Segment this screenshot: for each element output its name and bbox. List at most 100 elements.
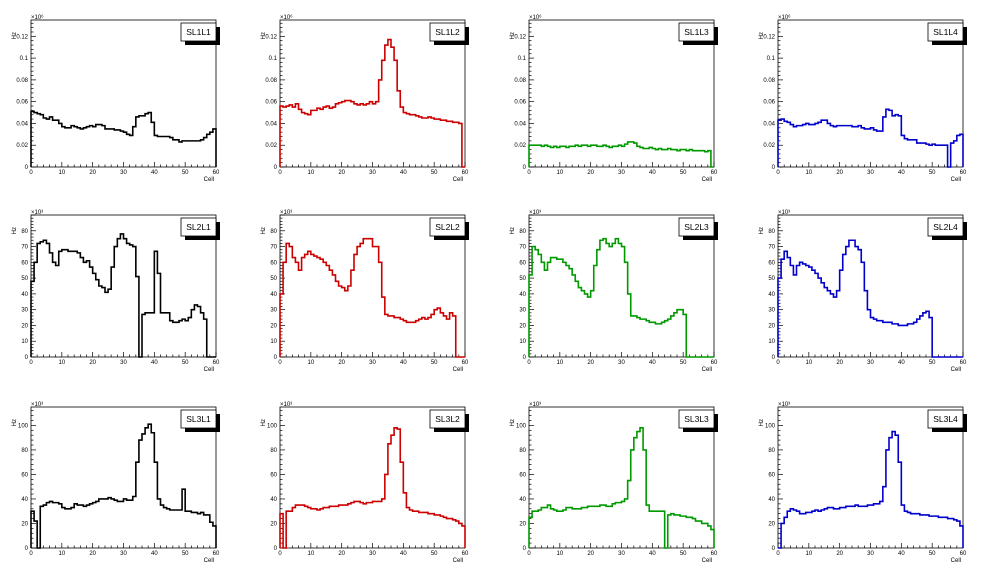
y-tick-label: 0.08 <box>514 78 526 84</box>
x-tick-label: 40 <box>898 360 905 366</box>
x-tick-label: 50 <box>182 170 189 176</box>
y-tick-label: 70 <box>768 245 775 251</box>
y-tick-label: 40 <box>768 292 775 298</box>
x-tick-label: 50 <box>431 360 438 366</box>
x-tick-label: 50 <box>431 170 438 176</box>
legend-title: SL1L3 <box>684 27 709 37</box>
x-tick-label: 0 <box>278 170 282 176</box>
axis-multiplier: ×10³ <box>280 210 292 216</box>
y-tick-label: 20 <box>21 323 28 329</box>
axis-multiplier: ×10⁶ <box>280 14 293 21</box>
x-tick-label: 60 <box>711 170 718 176</box>
x-tick-label: 0 <box>278 551 282 557</box>
y-tick-label: 10 <box>768 339 775 345</box>
legend-box <box>678 409 715 429</box>
y-tick-label: 0.12 <box>265 34 277 40</box>
legend-box <box>927 22 964 42</box>
x-tick-label: 0 <box>29 551 33 557</box>
x-tick-label: 20 <box>836 360 843 366</box>
x-tick-label: 60 <box>960 551 967 557</box>
x-tick-label: 60 <box>960 360 967 366</box>
y-tick-label: 0.1 <box>767 56 776 62</box>
y-axis-label: Hz <box>759 419 765 426</box>
y-tick-label: 80 <box>270 448 277 454</box>
y-tick-label: 100 <box>18 423 29 429</box>
y-tick-label: 10 <box>519 339 526 345</box>
y-tick-label: 0.04 <box>514 121 526 127</box>
x-tick-label: 20 <box>587 170 594 176</box>
x-tick-label: 30 <box>867 360 874 366</box>
y-tick-label: 100 <box>267 423 278 429</box>
x-tick-label: 30 <box>618 360 625 366</box>
x-axis-label: Cell <box>453 558 463 564</box>
x-tick-label: 60 <box>462 551 469 557</box>
y-tick-label: 60 <box>768 260 775 266</box>
y-tick-label: 0.06 <box>16 100 28 106</box>
x-tick-label: 40 <box>400 170 407 176</box>
x-tick-label: 10 <box>307 360 314 366</box>
axis-multiplier: ×10³ <box>529 210 541 216</box>
x-tick-label: 10 <box>58 551 65 557</box>
legend-box <box>429 22 466 42</box>
x-axis-label: Cell <box>951 177 961 183</box>
y-tick-label: 80 <box>270 229 277 235</box>
legend-title: SL1L2 <box>435 27 460 37</box>
x-tick-label: 60 <box>462 170 469 176</box>
y-tick-label: 0.12 <box>763 34 775 40</box>
y-tick-label: 40 <box>21 497 28 503</box>
y-tick-label: 80 <box>519 448 526 454</box>
x-tick-label: 50 <box>929 360 936 366</box>
legend-box <box>180 409 217 429</box>
x-tick-label: 10 <box>805 170 812 176</box>
x-tick-label: 30 <box>120 170 127 176</box>
x-tick-label: 40 <box>151 170 158 176</box>
y-tick-label: 20 <box>270 521 277 527</box>
x-tick-label: 40 <box>898 170 905 176</box>
legend-box <box>927 217 964 237</box>
y-axis-label: Hz <box>510 32 516 39</box>
y-tick-label: 0 <box>523 165 527 171</box>
y-tick-label: 20 <box>519 521 526 527</box>
y-tick-label: 0 <box>274 355 278 361</box>
x-tick-label: 50 <box>182 360 189 366</box>
y-tick-label: 40 <box>768 497 775 503</box>
y-tick-label: 0.02 <box>16 143 28 149</box>
x-tick-label: 0 <box>527 551 531 557</box>
y-tick-label: 80 <box>21 229 28 235</box>
y-tick-label: 100 <box>516 423 527 429</box>
y-tick-label: 20 <box>768 521 775 527</box>
histogram-panel-sl1l1: 0 0.02 0.04 0.06 0.08 0.1 0.12 0 10 20 30 40 50 60Cel… <box>12 14 220 183</box>
x-tick-label: 60 <box>960 170 967 176</box>
x-tick-label: 50 <box>680 551 687 557</box>
axis-multiplier: ×10⁶ <box>31 14 44 21</box>
y-tick-label: 20 <box>21 521 28 527</box>
histogram-series-line <box>30 110 217 167</box>
y-tick-label: 0 <box>25 546 29 552</box>
legend-title: SL1L1 <box>186 27 211 37</box>
histogram-series-line <box>777 108 964 168</box>
x-tick-label: 0 <box>29 360 33 366</box>
histogram-series-line <box>279 237 465 358</box>
legend-title: SL2L4 <box>933 222 958 232</box>
x-axis-label: Cell <box>702 367 712 373</box>
histogram-series-line <box>528 141 714 168</box>
y-tick-label: 30 <box>21 308 28 314</box>
y-tick-label: 0.04 <box>16 121 28 127</box>
x-axis-label: Cell <box>702 177 712 183</box>
x-axis-label: Cell <box>204 367 214 373</box>
histogram-series-line <box>30 423 217 549</box>
y-axis-label: Hz <box>12 32 18 39</box>
y-axis-label: Hz <box>261 32 267 39</box>
y-tick-label: 0.12 <box>16 34 28 40</box>
y-tick-label: 60 <box>519 472 526 478</box>
histogram-series-line <box>777 239 963 358</box>
y-tick-label: 0.02 <box>265 143 277 149</box>
y-tick-label: 0.08 <box>265 78 277 84</box>
x-tick-label: 30 <box>618 551 625 557</box>
y-tick-label: 0.04 <box>763 121 775 127</box>
legend-box <box>180 22 217 42</box>
x-tick-label: 0 <box>527 360 531 366</box>
